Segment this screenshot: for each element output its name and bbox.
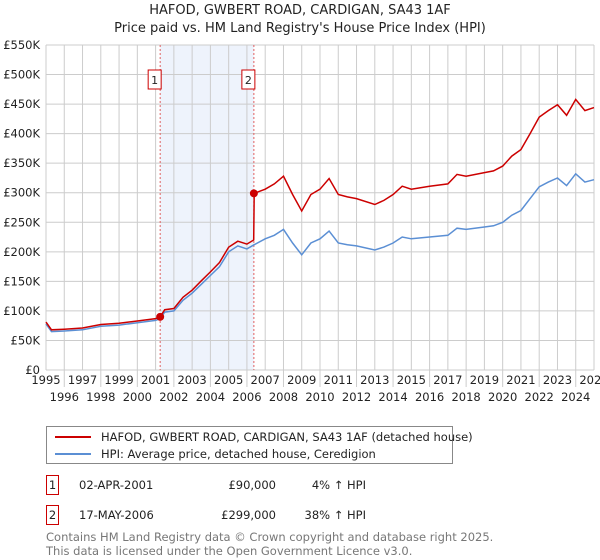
x-tick-label: 2004 [196, 390, 225, 404]
x-tick-label: 2018 [451, 390, 480, 404]
sale-marker-badge: 1 [46, 475, 59, 495]
sale-row: 1 02-APR-2001 £90,000 4% ↑ HPI [46, 475, 446, 495]
x-tick-label: 2009 [287, 373, 316, 387]
x-tick-label: 2003 [177, 373, 206, 387]
y-tick-label: £250K [3, 215, 40, 229]
legend-swatch [55, 452, 91, 455]
x-tick-label: 2011 [324, 373, 353, 387]
sale-point [156, 312, 165, 321]
y-tick-label: £500K [3, 68, 40, 82]
price-chart: 1995 1996 1997 1998 1999 2000 2001 2002 2003 2004… [3, 38, 600, 404]
x-tick-label: 2012 [342, 390, 371, 404]
legend-label: HAFOD, GWBERT ROAD, CARDIGAN, SA43 1AF (… [101, 429, 473, 444]
legend-label: HPI: Average price, detached house, Cere… [101, 446, 376, 461]
x-tick-label: 1997 [68, 373, 97, 387]
x-tick-label: 2017 [433, 373, 462, 387]
x-tick-label: 2010 [305, 390, 334, 404]
y-tick-label: £450K [3, 97, 40, 111]
x-tick-label: 2020 [488, 390, 517, 404]
sale-label-box [147, 69, 162, 90]
y-tick-label: £100K [3, 304, 40, 318]
x-tick-label: 2006 [232, 390, 261, 404]
x-tick-label: 1999 [104, 373, 133, 387]
y-tick-label: £200K [3, 245, 40, 259]
sale-price: £90,000 [228, 478, 276, 492]
x-tick-label: 2024 [561, 390, 590, 404]
footer-copyright: Contains HM Land Registry data © Crown c… [46, 530, 494, 544]
x-tick-label: 2022 [525, 390, 554, 404]
sale-label-box [241, 69, 256, 90]
legend-item-property: HAFOD, GWBERT ROAD, CARDIGAN, SA43 1AF (… [55, 429, 473, 444]
legend: HAFOD, GWBERT ROAD, CARDIGAN, SA43 1AF (… [46, 426, 473, 464]
x-tick-label: 2021 [506, 373, 535, 387]
sale-price: £299,000 [221, 508, 276, 522]
sale-point [249, 189, 258, 198]
chart-subtitle: Price paid vs. HM Land Registry's House … [114, 21, 486, 36]
footer-licence: This data is licensed under the Open Gov… [46, 544, 413, 558]
x-tick-label: 1996 [50, 390, 79, 404]
x-tick-label: 2000 [123, 390, 152, 404]
sale-hpi-change: 4% ↑ HPI [311, 478, 366, 492]
x-tick-label: 2016 [415, 390, 444, 404]
legend-item-hpi: HPI: Average price, detached house, Cere… [55, 446, 376, 461]
x-tick-label: 2001 [141, 373, 170, 387]
sale-label: 1 [151, 74, 158, 87]
sale-row: 2 17-MAY-2006 £299,000 38% ↑ HPI [46, 505, 446, 525]
property-price-line [45, 98, 595, 331]
sale-marker-badge: 2 [46, 505, 59, 525]
x-tick-label: 2002 [159, 390, 188, 404]
y-tick-label: £50K [11, 333, 41, 347]
sale-date: 02-APR-2001 [79, 478, 154, 492]
x-tick-label: 2019 [470, 373, 499, 387]
sale-label: 2 [245, 74, 252, 87]
y-tick-label: £350K [3, 156, 40, 170]
y-tick-label: £550K [3, 38, 40, 52]
x-tick-label: 2015 [397, 373, 426, 387]
y-tick-label: £0 [25, 363, 40, 377]
sale-hpi-change: 38% ↑ HPI [304, 508, 366, 522]
x-tick-label: 2008 [269, 390, 298, 404]
x-tick-label: 2014 [378, 390, 407, 404]
x-tick-label: 2023 [543, 373, 572, 387]
x-tick-label: 1998 [86, 390, 115, 404]
y-tick-label: £300K [3, 186, 40, 200]
x-tick-label: 2005 [214, 373, 243, 387]
x-tick-label: 2025 [579, 373, 600, 387]
sale-date: 17-MAY-2006 [79, 508, 154, 522]
x-tick-label: 2013 [360, 373, 389, 387]
x-tick-label: 2007 [251, 373, 280, 387]
sale-period-band [160, 45, 254, 370]
y-tick-label: £400K [3, 127, 40, 141]
x-tick-label: 1995 [31, 373, 60, 387]
legend-swatch [55, 435, 91, 438]
chart-title: HAFOD, GWBERT ROAD, CARDIGAN, SA43 1AF [149, 3, 451, 18]
y-tick-label: £150K [3, 274, 40, 288]
